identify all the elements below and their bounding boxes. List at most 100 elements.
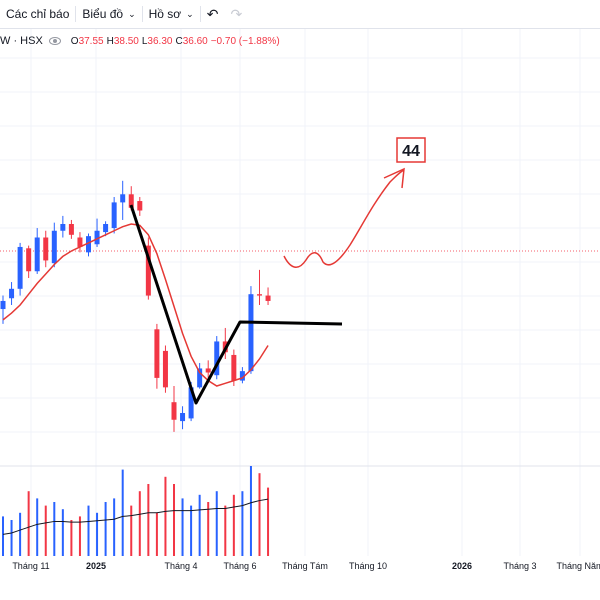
volume-bar: [155, 512, 158, 556]
profile-menu-button[interactable]: Hồ sơ ⌄: [143, 0, 200, 28]
open-value: 37.55: [78, 35, 104, 47]
low-value: 36.30: [147, 35, 173, 47]
candle-body[interactable]: [34, 237, 40, 272]
volume-bar: [87, 505, 90, 556]
candle-body[interactable]: [231, 354, 237, 381]
volume-bar: [173, 484, 175, 556]
volume-bar: [215, 491, 218, 556]
volume-bar: [96, 512, 99, 556]
close-value: 36.60: [182, 35, 208, 47]
target-label-box[interactable]: [396, 137, 426, 163]
indicators-button[interactable]: Các chỉ báo: [0, 0, 75, 28]
candle-body[interactable]: [128, 194, 134, 208]
time-axis-tick-label: Tháng 4: [164, 561, 197, 571]
candle-body[interactable]: [86, 236, 91, 253]
chevron-down-icon: ⌄: [186, 8, 194, 19]
redo-icon: ↷: [230, 5, 243, 22]
volume-bar: [104, 502, 107, 556]
time-axis-tick-label: 2026: [452, 561, 472, 571]
candle-body[interactable]: [77, 237, 83, 247]
undo-icon: ↶: [206, 5, 219, 22]
top-toolbar: Các chỉ báo Biểu đồ ⌄ Hồ sơ ⌄ ↶ ↷: [0, 0, 600, 29]
toolbar-divider: [199, 6, 201, 22]
volume-bar: [113, 498, 116, 556]
candle-body[interactable]: [137, 201, 143, 211]
volume-bar: [249, 466, 252, 556]
volume-bar: [258, 473, 261, 556]
candle-body[interactable]: [248, 294, 254, 372]
candle-body[interactable]: [111, 202, 117, 229]
high-value: 38.50: [113, 35, 139, 47]
volume-bar: [207, 502, 210, 556]
candle-body[interactable]: [60, 224, 66, 231]
candle-body[interactable]: [188, 387, 194, 419]
volume-bar: [44, 505, 47, 556]
candle-body[interactable]: [0, 300, 6, 310]
volume-bar: [241, 491, 244, 556]
candle-body[interactable]: [180, 413, 186, 422]
candle-body[interactable]: [145, 245, 151, 296]
volume-bar: [267, 487, 270, 556]
candle-body[interactable]: [154, 329, 160, 378]
moving-average-line: [2, 223, 269, 387]
volume-bar: [232, 494, 235, 556]
candle-body[interactable]: [26, 248, 32, 272]
candle-body[interactable]: [103, 224, 109, 233]
candle-body[interactable]: [9, 288, 15, 299]
candle-body[interactable]: [94, 230, 100, 245]
chart-grid: [0, 29, 600, 556]
volume-bar: [36, 498, 39, 556]
candle-body[interactable]: [205, 368, 211, 373]
volume-bar: [130, 505, 133, 556]
time-axis-tick-label: 2025: [86, 561, 106, 571]
volume-bar: [147, 484, 150, 556]
volume-bar: [61, 509, 64, 556]
drawing-v-shape[interactable]: [129, 204, 343, 405]
volume-bars: [2, 466, 270, 556]
chart-menu-label: Biểu đồ: [82, 7, 124, 21]
volume-bar: [121, 469, 124, 556]
candle-body[interactable]: [68, 224, 74, 235]
time-axis-tick-label: Tháng 3: [503, 561, 536, 571]
volume-bar: [27, 491, 30, 556]
candle-body[interactable]: [171, 402, 177, 420]
drawing-arrow-head: [383, 167, 405, 189]
close-label: C: [175, 35, 183, 47]
eye-icon[interactable]: [48, 37, 61, 45]
candle-body[interactable]: [214, 341, 220, 376]
chart-menu-button[interactable]: Biểu đồ ⌄: [76, 0, 141, 28]
volume-bar: [190, 505, 193, 556]
candle-body[interactable]: [43, 237, 49, 261]
volume-bar: [224, 505, 227, 556]
profile-menu-label: Hồ sơ: [148, 7, 182, 21]
volume-bar: [78, 516, 81, 556]
time-axis-tick-label: Tháng Tám: [282, 561, 328, 571]
time-axis-tick-label: Tháng 10: [349, 561, 387, 571]
volume-bar: [138, 491, 141, 556]
volume-ma-line: [2, 498, 269, 535]
drawing-projection-curve[interactable]: [283, 169, 405, 268]
candle-body[interactable]: [120, 194, 126, 203]
redo-button[interactable]: ↷: [224, 0, 248, 28]
volume-bar: [10, 520, 13, 556]
volume-bar: [164, 476, 167, 556]
symbol-label[interactable]: W · HSX: [0, 35, 43, 47]
toolbar-divider: [75, 6, 77, 22]
volume-bar: [70, 520, 73, 556]
high-label: H: [106, 35, 114, 47]
undo-button[interactable]: ↶: [201, 0, 225, 28]
candle-body[interactable]: [197, 368, 203, 388]
volume-bar: [19, 512, 22, 556]
time-axis-tick-label: Tháng 11: [12, 561, 49, 571]
candle-body[interactable]: [51, 230, 57, 264]
candle-body[interactable]: [17, 246, 23, 289]
time-axis[interactable]: Tháng 11 2025 Tháng 4 Tháng 6 Tháng Tám Tháng…: [12, 561, 600, 571]
candle-body[interactable]: [265, 295, 271, 301]
candle-body[interactable]: [162, 350, 168, 388]
volume-bar: [2, 516, 4, 556]
candle-body[interactable]: [239, 371, 245, 381]
volume-bar: [53, 502, 56, 556]
ohlc-legend: W · HSX O 37.55 H 38.50 L 36.30 C 36.60 −0.7…: [0, 34, 283, 48]
candle-body[interactable]: [257, 294, 262, 296]
